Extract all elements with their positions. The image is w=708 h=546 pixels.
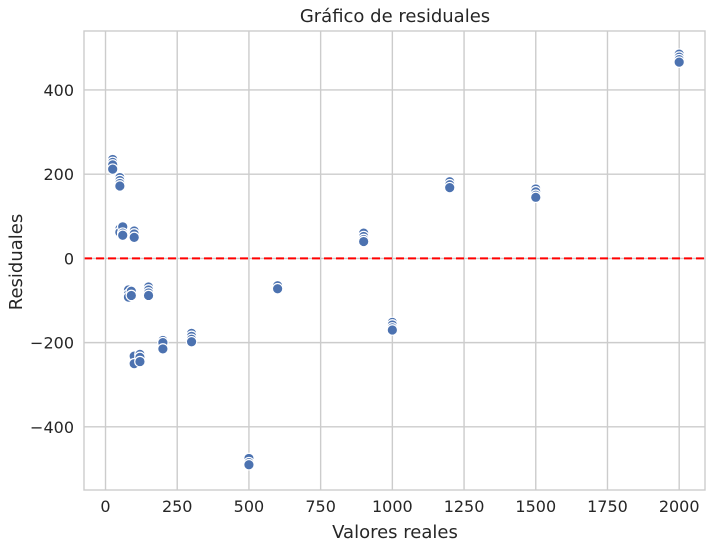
x-tick-label: 1250 bbox=[444, 497, 485, 516]
data-point bbox=[142, 289, 155, 302]
data-point bbox=[116, 229, 129, 242]
x-tick-label: 0 bbox=[100, 497, 110, 516]
data-points bbox=[106, 48, 685, 471]
y-axis-title: Residuales bbox=[6, 214, 27, 310]
x-tick-label: 2000 bbox=[659, 497, 700, 516]
data-point bbox=[125, 289, 138, 302]
y-tick-label: −400 bbox=[30, 418, 74, 437]
grid-lines bbox=[84, 31, 705, 490]
y-tick-labels: −400 −200 0 200 400 bbox=[30, 81, 74, 437]
y-tick-label: −200 bbox=[30, 334, 74, 353]
y-tick-label: 0 bbox=[64, 249, 74, 268]
x-tick-label: 250 bbox=[162, 497, 193, 516]
data-point bbox=[443, 181, 456, 194]
x-tick-label: 1500 bbox=[515, 497, 556, 516]
data-point bbox=[529, 191, 542, 204]
data-point bbox=[386, 324, 399, 336]
x-tick-label: 750 bbox=[305, 497, 336, 516]
data-point bbox=[185, 335, 198, 348]
data-point bbox=[357, 235, 370, 248]
x-tick-label: 1750 bbox=[587, 497, 628, 516]
chart-title: Gráfico de residuales bbox=[300, 6, 490, 27]
y-tick-label: 400 bbox=[43, 81, 74, 100]
x-tick-label: 500 bbox=[234, 497, 265, 516]
x-axis-title: Valores reales bbox=[332, 522, 458, 543]
x-tick-labels: 0 250 500 750 1000 1250 1500 1750 2000 bbox=[100, 497, 699, 516]
data-point bbox=[157, 343, 169, 355]
data-point bbox=[271, 282, 284, 295]
data-point bbox=[114, 180, 126, 192]
x-tick-label: 1000 bbox=[372, 497, 413, 516]
plot-frame bbox=[83, 30, 706, 491]
data-point bbox=[673, 56, 685, 68]
data-point bbox=[243, 458, 255, 471]
data-point bbox=[134, 355, 146, 368]
y-tick-label: 200 bbox=[43, 165, 74, 184]
data-point bbox=[128, 231, 140, 244]
data-point bbox=[106, 163, 119, 175]
